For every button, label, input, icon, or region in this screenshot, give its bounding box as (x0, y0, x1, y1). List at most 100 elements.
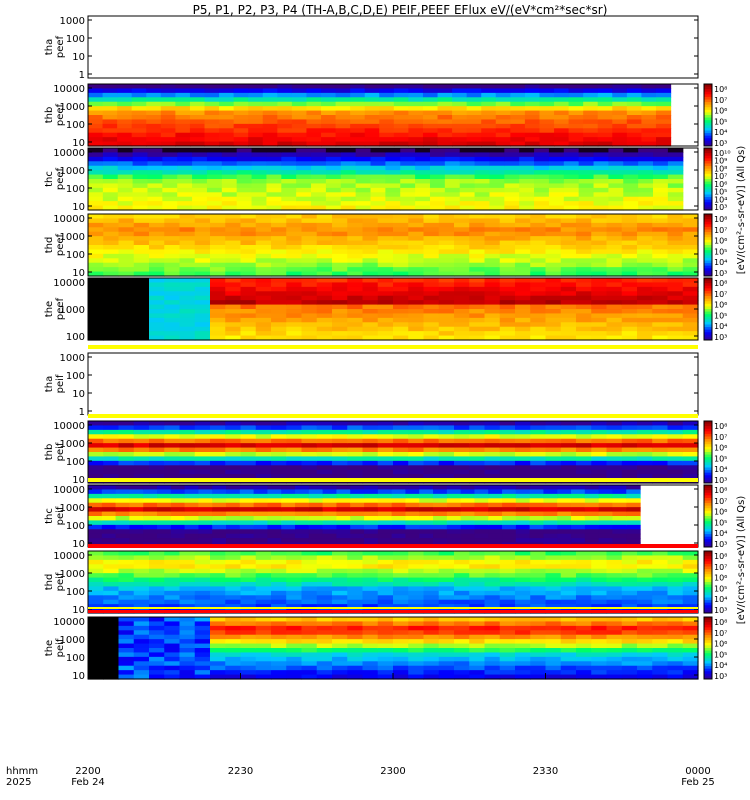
spectrogram-cell (355, 196, 372, 202)
spectrogram-cell (598, 507, 614, 513)
spectrogram-cell (489, 161, 505, 167)
spectrogram-cell (408, 665, 425, 671)
spectrogram-cell (350, 498, 365, 504)
spectrogram-cell (560, 245, 577, 251)
spectrogram-cell (210, 670, 226, 676)
spectrogram-cell (423, 231, 440, 237)
spectrogram-cell (530, 652, 547, 658)
spectrogram-cell (362, 474, 379, 480)
spectrogram-cell (210, 434, 226, 440)
colorbar-tick-label: 10⁶ (714, 180, 727, 189)
colorbar-cell (704, 553, 712, 557)
colorbar-cell (704, 216, 712, 220)
spectrogram-cell (194, 670, 211, 676)
spectrogram-cell (408, 447, 425, 453)
spectrogram-cell (133, 621, 150, 627)
spectrogram-cell (88, 214, 104, 220)
spectrogram-cell (377, 262, 394, 268)
spectrogram-cell (638, 152, 654, 158)
spectrogram-cell (149, 452, 165, 458)
spectrogram-cell (545, 258, 562, 264)
spectrogram-cell (271, 295, 287, 301)
spectrogram-cell (362, 643, 379, 649)
colorbar-cell (704, 143, 712, 147)
spectrogram-cell (133, 590, 150, 596)
spectrogram-cell (438, 335, 455, 341)
spectrogram-cell (652, 447, 669, 453)
spectrogram-cell (423, 313, 440, 319)
spectrogram-cell (591, 438, 608, 444)
spectrogram-cell (438, 665, 455, 671)
spectrogram-cell (637, 639, 653, 645)
spectrogram-cell (454, 474, 470, 480)
spectrogram-cell (591, 604, 608, 610)
spectrogram-cell (194, 240, 211, 246)
spectrogram-cell (321, 132, 337, 138)
spectrogram-cell (438, 309, 455, 315)
spectrogram-cell (637, 271, 653, 277)
spectrogram-cell (515, 258, 531, 264)
spectrogram-cell (621, 425, 638, 431)
spectrogram-cell (377, 304, 394, 310)
y-tick-label: 100 (66, 371, 85, 382)
spectrogram-cell (281, 201, 297, 207)
spectrogram-cell (568, 97, 584, 103)
spectrogram-cell (534, 183, 550, 189)
spectrogram-cell (423, 438, 440, 444)
spectrogram-cell (484, 582, 501, 588)
spectrogram-cell (225, 438, 242, 444)
colorbar-cell (704, 197, 712, 201)
spectrogram-cell (653, 192, 669, 198)
spectrogram-cell (364, 516, 379, 522)
spectrogram-cell (667, 222, 684, 228)
colorbar-cell (704, 278, 712, 282)
spectrogram-cell (179, 577, 196, 583)
spectrogram-cell (408, 92, 424, 98)
spectrogram-cell (210, 331, 226, 337)
spectrogram-cell (415, 192, 431, 198)
spectrogram-cell (306, 92, 322, 98)
colorbar-cell (704, 332, 712, 336)
spectrogram-cell (271, 460, 287, 466)
spectrogram-cell (347, 452, 364, 458)
spectrogram-cell (469, 249, 486, 255)
spectrogram-cell (103, 429, 120, 435)
spectrogram-cell (545, 465, 562, 471)
spectrogram-cell (179, 604, 196, 610)
spectrogram-cell (210, 295, 226, 301)
spectrogram-cell (101, 502, 117, 508)
colorbar-frame (703, 550, 713, 614)
colorbar-cell (704, 160, 712, 164)
spectrogram-cell (423, 295, 440, 301)
spectrogram-cell (529, 533, 545, 539)
spectrogram-cell (408, 101, 424, 107)
spectrogram-cell (255, 621, 272, 627)
spectrogram-cell (682, 564, 699, 570)
spectrogram-cell (379, 101, 395, 107)
spectrogram-cell (306, 128, 322, 134)
spectrogram-cell (626, 141, 643, 147)
spectrogram-cell (637, 630, 653, 636)
spectrogram-cell (248, 128, 264, 134)
spectrogram-cell (103, 425, 120, 431)
spectrogram-cell (240, 267, 257, 273)
spectrogram-cell (557, 498, 572, 504)
colorbar-cell (704, 84, 712, 88)
spectrogram-cell (301, 282, 318, 288)
spectrogram-cell (286, 214, 303, 220)
spectrogram-cell (474, 533, 489, 539)
spectrogram-cell (179, 443, 196, 449)
spectrogram-cell (606, 271, 623, 277)
spectrogram-cell (296, 165, 312, 171)
spectrogram-cell (316, 456, 333, 462)
spectrogram-cell (621, 214, 638, 220)
spectrogram-cell (316, 460, 333, 466)
spectrogram-cell (576, 665, 592, 671)
spectrogram-cell (281, 524, 296, 530)
spectrogram-cell (529, 489, 545, 495)
spectrogram-cell (591, 271, 608, 277)
colorbar-cell (704, 319, 712, 323)
spectrogram-cell (591, 469, 608, 475)
spectrogram-cell (530, 625, 547, 631)
